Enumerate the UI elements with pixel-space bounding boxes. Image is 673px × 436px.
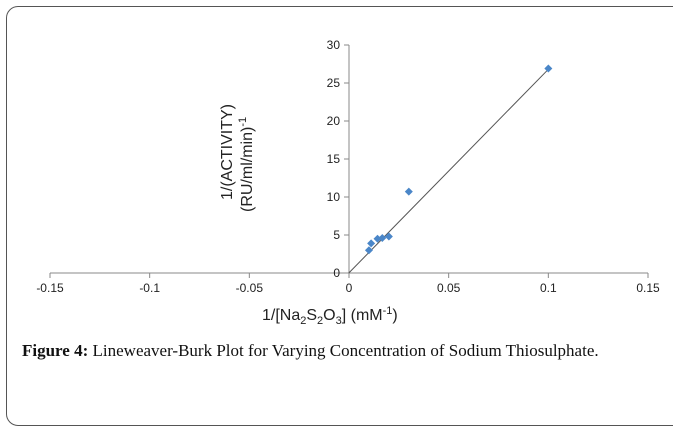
- y-tick-label: 20: [327, 114, 341, 128]
- y-axis-label-unit: (RU/ml/min): [239, 127, 256, 212]
- y-axis-label-sup: -1: [237, 117, 249, 127]
- data-point: [544, 64, 553, 73]
- x-tick-label: -0.05: [236, 281, 264, 295]
- x-tick-label: 0.05: [437, 281, 461, 295]
- data-point: [367, 239, 376, 248]
- data-point: [404, 187, 413, 196]
- x-tick-label: 0.1: [540, 281, 557, 295]
- y-tick-label: 25: [327, 76, 341, 90]
- y-tick-label: 30: [327, 38, 341, 52]
- x-axis-label: 1/[Na2S2O3] (mM-1): [262, 305, 398, 327]
- y-axis-label-line2: (RU/ml/min)-1: [237, 117, 256, 212]
- data-point: [373, 234, 382, 243]
- figure-caption: Figure 4: Lineweaver-Burk Plot for Varyi…: [22, 337, 652, 365]
- y-tick-label: 10: [327, 190, 341, 204]
- x-tick-label: -0.15: [36, 281, 64, 295]
- caption-text: Lineweaver-Burk Plot for Varying Concent…: [88, 341, 599, 360]
- x-tick-label: 0: [346, 281, 353, 295]
- data-point: [364, 246, 373, 255]
- data-points: [364, 64, 553, 255]
- x-tick-label: -0.1: [139, 281, 160, 295]
- y-tick-label: 5: [333, 228, 340, 242]
- fit-line-group: [348, 68, 549, 274]
- figure-frame: [6, 6, 673, 426]
- y-tick-label: 15: [327, 152, 341, 166]
- lineweaver-burk-chart: -0.15 -0.1 -0.05 0 0.05 0.1 0.15 0 5 10 15 20 25 30 1…: [36, 38, 660, 327]
- tick-labels: -0.15 -0.1 -0.05 0 0.05 0.1 0.15 0 5 10 15 20 25 30: [36, 38, 660, 295]
- x-tick-label: 0.15: [636, 281, 660, 295]
- data-point: [384, 232, 393, 241]
- caption-label: Figure 4:: [22, 341, 89, 360]
- data-point: [378, 234, 387, 243]
- y-axis-label-line1: 1/(ACTIVITY): [219, 104, 236, 200]
- y-tick-label: 0: [333, 266, 340, 280]
- trend-line: [348, 68, 549, 274]
